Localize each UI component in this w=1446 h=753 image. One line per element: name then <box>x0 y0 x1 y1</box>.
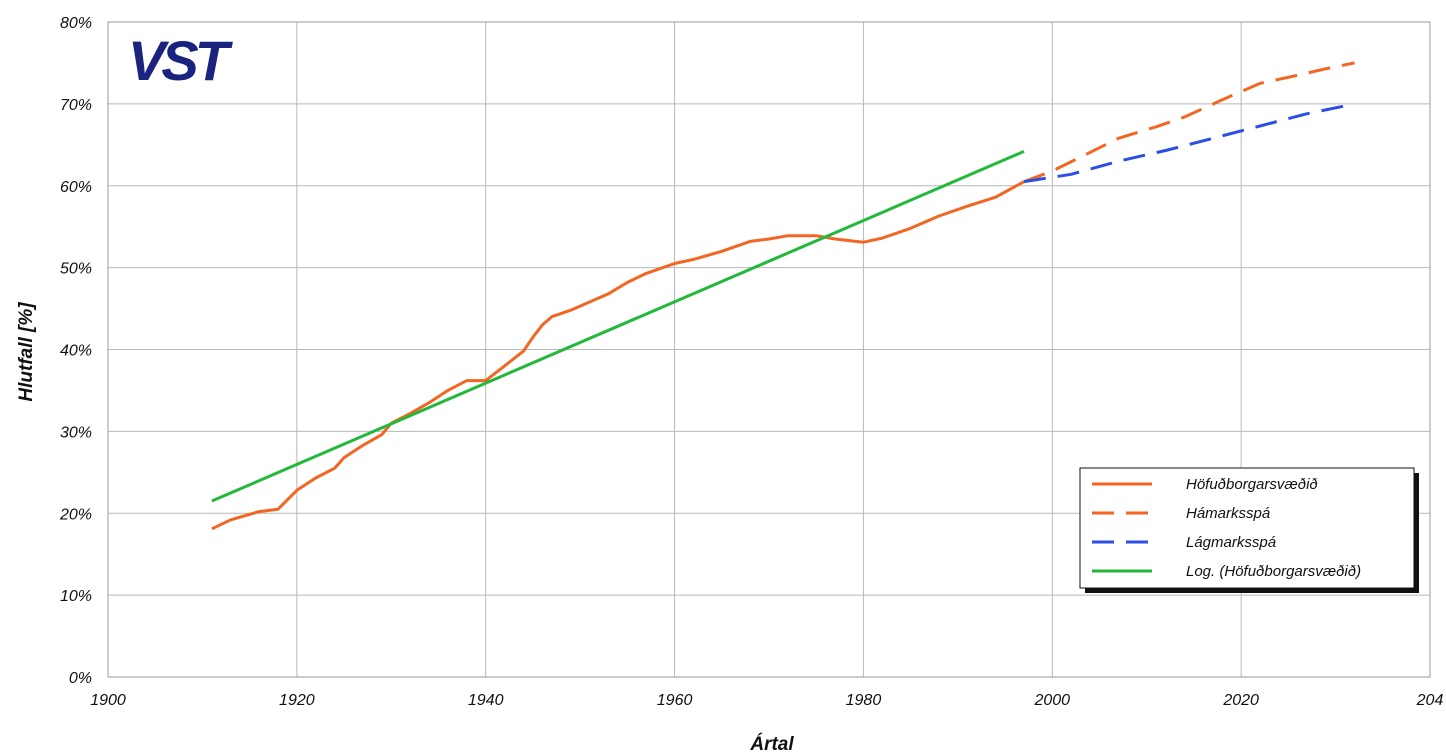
series-layer <box>211 61 1355 531</box>
y-tick-label: 70% <box>60 97 92 114</box>
x-tick-label: 1960 <box>657 692 693 709</box>
series-line-la-gmarksspa <box>1023 102 1355 184</box>
y-tick-label: 80% <box>60 15 92 32</box>
legend-items: Höfuðborgarsvæðið Hámarksspá Lágmarksspá Lo… <box>1092 476 1361 580</box>
y-tick-label: 0% <box>69 670 92 687</box>
x-axis-label: Ártal <box>749 733 794 753</box>
y-tick-label: 10% <box>60 588 92 605</box>
legend-box <box>1079 467 1415 589</box>
x-tick-label: 1980 <box>846 692 882 709</box>
series-line-log-ho-fu-borgarsv-i <box>211 150 1025 503</box>
x-tick-label: 2000 <box>1033 692 1070 709</box>
x-tick-label: 1900 <box>90 692 126 709</box>
x-axis-ticks: 1900 1920 1940 1960 1980 2000 2020 204 <box>90 692 1443 709</box>
legend-label: Hámarksspá <box>1186 505 1270 522</box>
vst-logo: VST <box>128 29 234 92</box>
x-tick-label: 2020 <box>1222 692 1259 709</box>
series-line-ho-fu-borgarsv-i <box>211 180 1025 531</box>
legend-label: Höfuðborgarsvæðið <box>1186 476 1318 493</box>
gridlines <box>107 21 1431 678</box>
x-tick-label: 1920 <box>279 692 315 709</box>
legend: Höfuðborgarsvæðið Hámarksspá Lágmarksspá Lo… <box>1079 467 1419 593</box>
legend-label: Log. (Höfuðborgarsvæðið) <box>1186 563 1361 580</box>
legend-label: Lágmarksspá <box>1186 534 1276 551</box>
y-tick-label: 40% <box>60 343 92 360</box>
x-tick-label: 204 <box>1416 692 1444 709</box>
y-tick-label: 60% <box>60 179 92 196</box>
y-tick-label: 20% <box>59 506 92 523</box>
y-tick-label: 30% <box>60 424 92 441</box>
y-tick-label: 50% <box>60 261 92 278</box>
y-axis-ticks: 0% 10% 20% 30% 40% 50% 60% 70% 80% <box>59 15 92 687</box>
x-tick-label: 1940 <box>468 692 504 709</box>
series-line-ha-marksspa <box>1023 61 1355 184</box>
plot-area-frame <box>107 21 1431 678</box>
y-axis-label: Hlutfall [%] <box>16 302 37 402</box>
